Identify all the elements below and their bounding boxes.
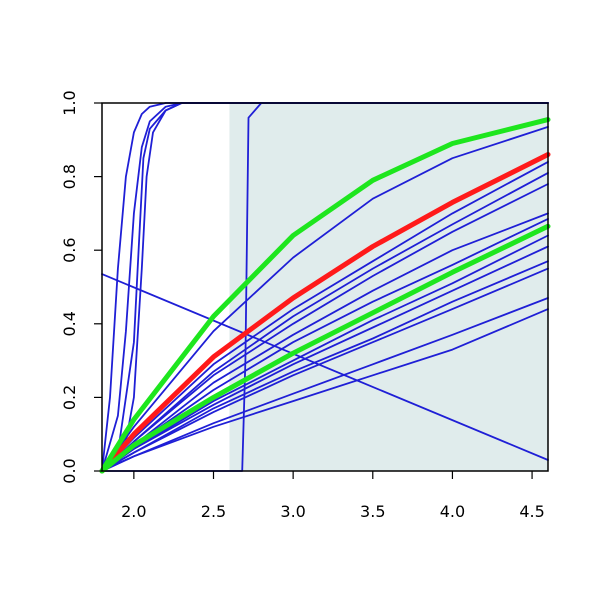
green-series-line-3 bbox=[99, 223, 551, 474]
x-tick-label: 2.0 bbox=[121, 502, 146, 521]
x-tick-label: 3.5 bbox=[360, 502, 385, 521]
y-tick-label: 0.6 bbox=[60, 237, 79, 262]
x-axis: 2.0 2.5 3.0 3.5 4.0 4.5 bbox=[121, 471, 545, 521]
red-series-line-1 bbox=[99, 152, 551, 474]
x-tick-label: 3.0 bbox=[280, 502, 305, 521]
blue-series-line-2 bbox=[101, 102, 549, 472]
y-axis: 0.0 0.2 0.4 0.6 0.8 1.0 bbox=[60, 90, 102, 484]
blue-series-line-15 bbox=[101, 267, 549, 472]
y-tick-label: 0.8 bbox=[60, 164, 79, 189]
blue-series-line-9 bbox=[101, 183, 549, 472]
y-tick-label: 0.4 bbox=[60, 311, 79, 336]
blue-series-line-18 bbox=[101, 273, 549, 461]
plot-frame bbox=[101, 102, 549, 472]
y-tick-label: 1.0 bbox=[60, 90, 79, 115]
shaded-region-layer bbox=[229, 103, 548, 471]
green-series-line-2 bbox=[99, 117, 551, 474]
highlight-series-layer bbox=[99, 117, 551, 474]
shaded-region bbox=[229, 103, 548, 471]
y-tick-label: 0.2 bbox=[60, 385, 79, 410]
x-tick-label: 2.5 bbox=[201, 502, 226, 521]
x-tick-label: 4.5 bbox=[519, 502, 544, 521]
y-tick-label: 0.0 bbox=[60, 458, 79, 483]
x-tick-label: 4.0 bbox=[440, 502, 465, 521]
blue-series-line-17 bbox=[101, 308, 549, 472]
blue-series-line-6 bbox=[101, 126, 549, 472]
blue-series-line-13 bbox=[101, 245, 549, 472]
